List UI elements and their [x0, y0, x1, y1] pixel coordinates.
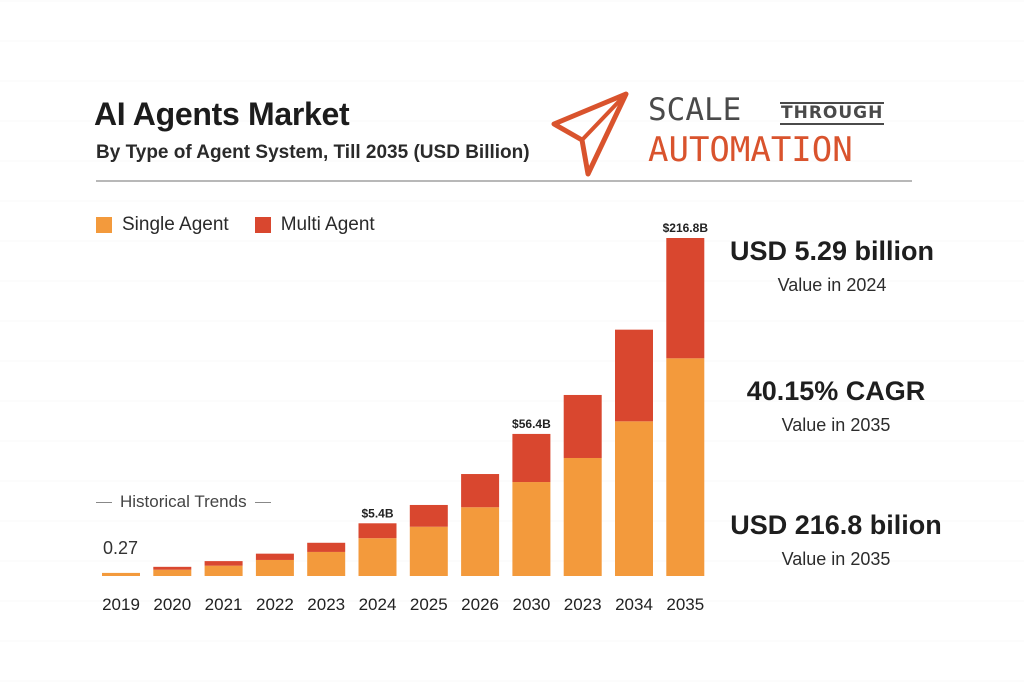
legend-label-single: Single Agent	[122, 214, 229, 235]
stat-caption: Value in 2035	[781, 549, 891, 569]
bar-single-8	[512, 482, 551, 576]
stat-market-2024: USD 5.29 billion Value in 2024	[702, 236, 962, 296]
stat-caption: Value in 2024	[777, 275, 887, 295]
bar-total-label: $56.4B	[512, 417, 551, 431]
bar-multi-4	[307, 542, 346, 552]
bar-single-2	[204, 565, 243, 576]
bar-single-5	[358, 538, 397, 576]
brand-logo: SCALE THROUGH AUTOMATION	[548, 90, 885, 180]
bar-single-9	[563, 457, 602, 576]
x-tick-label: 2023	[564, 595, 602, 614]
bar-single-3	[255, 559, 294, 576]
bar-multi-10	[615, 329, 653, 422]
logo-automation-text: AUTOMATION	[648, 130, 853, 170]
bar-single-6	[409, 526, 448, 576]
chart-legend: Single Agent Multi Agent	[96, 214, 375, 236]
bar-multi-8	[512, 433, 551, 483]
legend-swatch-single	[96, 217, 112, 233]
x-tick-label: 2021	[205, 595, 243, 614]
historical-trends-text: Historical Trends	[120, 492, 247, 511]
x-tick-label: 2024	[359, 595, 397, 614]
legend-item-single: Single Agent	[96, 214, 229, 236]
bar-multi-1	[153, 566, 192, 570]
bar-single-1	[153, 569, 192, 576]
legend-item-multi: Multi Agent	[254, 214, 375, 236]
dash-right	[254, 501, 271, 503]
x-tick-label: 2035	[666, 595, 704, 614]
bar-single-0	[102, 572, 140, 576]
x-tick-label: 2025	[410, 595, 448, 614]
logo-scale-text: SCALE	[648, 92, 742, 128]
x-tick-label: 2022	[256, 595, 294, 614]
logo-through-text: THROUGH	[780, 102, 885, 125]
dash-left	[96, 501, 112, 503]
x-tick-label: 2030	[512, 595, 550, 614]
bar-multi-2	[204, 561, 243, 566]
x-tick-label: 2020	[153, 595, 191, 614]
legend-label-multi: Multi Agent	[280, 214, 375, 235]
historical-trends-label: Historical Trends	[96, 492, 271, 512]
stat-value: USD 5.29 billion	[729, 236, 935, 266]
stat-value: USD 216.8 bilion	[730, 510, 942, 540]
bar-multi-9	[563, 394, 602, 458]
x-tick-label: 2034	[615, 595, 653, 614]
bar-multi-6	[409, 504, 448, 527]
paper-plane-icon	[551, 91, 629, 177]
first-bar-value: 0.27	[103, 538, 139, 558]
stat-value: 40.15% CAGR	[746, 376, 926, 406]
bar-single-11	[666, 358, 705, 576]
stat-market-2035: USD 216.8 bilion Value in 2035	[706, 510, 966, 570]
bar-multi-11	[666, 238, 705, 359]
bar-multi-5	[358, 523, 397, 539]
bar-single-7	[461, 507, 500, 576]
bar-single-4	[307, 551, 346, 576]
chart-subtitle: By Type of Agent System, Till 2035 (USD …	[96, 142, 530, 163]
bar-single-10	[615, 421, 653, 576]
header-divider	[96, 180, 912, 182]
bar-multi-7	[461, 474, 500, 508]
stat-cagr: 40.15% CAGR Value in 2035	[706, 376, 966, 436]
x-tick-label: 2026	[461, 595, 499, 614]
bar-total-label: $5.4B	[361, 506, 393, 520]
chart-title: AI Agents Market	[94, 96, 350, 132]
stat-caption: Value in 2035	[781, 415, 891, 435]
x-tick-label: 2019	[102, 595, 140, 614]
legend-swatch-multi	[254, 217, 271, 233]
bar-multi-3	[255, 553, 294, 560]
x-tick-label: 2023	[307, 595, 345, 614]
bar-total-label: $216.8B	[663, 221, 709, 235]
